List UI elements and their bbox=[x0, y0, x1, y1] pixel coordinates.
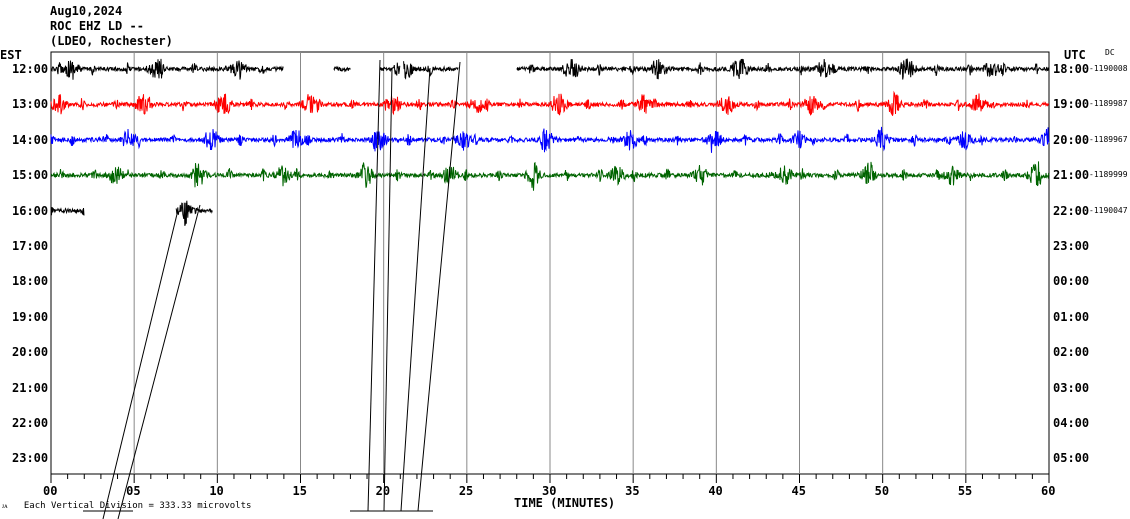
x-tick-label: 35 bbox=[625, 484, 640, 498]
row-utc-label: 04:00 bbox=[1053, 416, 1090, 430]
x-tick-label: 15 bbox=[292, 484, 307, 498]
row-est-label: 13:00 bbox=[12, 97, 49, 112]
trace-segment bbox=[50, 161, 1050, 191]
row-dc-value: -1189967 bbox=[1089, 134, 1128, 144]
est-label: EST bbox=[0, 48, 22, 62]
row-utc-label: 01:00 bbox=[1053, 309, 1090, 324]
trace-segment bbox=[50, 90, 1049, 116]
row-utc-label: 23:00 bbox=[1053, 239, 1090, 253]
row-utc-label: 03:00 bbox=[1053, 380, 1090, 395]
row-est-label: 12:00 bbox=[12, 62, 49, 76]
x-tick-label: 20 bbox=[375, 484, 391, 498]
trace-segment bbox=[50, 58, 284, 80]
row-est-label: 16:00 bbox=[12, 203, 49, 218]
glitch-line bbox=[102, 209, 179, 519]
trace-segment bbox=[516, 58, 1050, 80]
station-label: ROC EHZ LD -- bbox=[50, 19, 144, 33]
row-est-label: 21:00 bbox=[12, 380, 49, 395]
glitch-line bbox=[383, 67, 393, 512]
trace-segment bbox=[333, 65, 351, 73]
x-tick-label: 25 bbox=[458, 484, 474, 498]
x-tick-label: 50 bbox=[874, 484, 890, 498]
row-est-label: 17:00 bbox=[12, 239, 49, 253]
glitch-line bbox=[417, 61, 461, 512]
x-axis-title: TIME (MINUTES) bbox=[514, 496, 616, 510]
x-tick-label: 45 bbox=[791, 484, 806, 498]
x-tick-label: 00 bbox=[43, 484, 58, 498]
x-tick-label: 40 bbox=[708, 484, 723, 498]
row-dc-value: -1190047 bbox=[1089, 205, 1128, 215]
date-label: Aug10,2024 bbox=[50, 4, 123, 18]
utc-label: UTC bbox=[1064, 48, 1086, 62]
x-tick-label: 30 bbox=[542, 484, 557, 498]
row-dc-value: -1189999 bbox=[1089, 170, 1128, 180]
glitch-line bbox=[400, 67, 431, 512]
x-tick-label: 60 bbox=[1041, 484, 1056, 498]
row-dc-value: -1189987 bbox=[1089, 99, 1128, 109]
row-est-label: 14:00 bbox=[12, 132, 49, 147]
row-utc-label: 21:00 bbox=[1053, 168, 1090, 183]
row-est-label: 18:00 bbox=[12, 274, 49, 289]
row-est-label: 22:00 bbox=[12, 416, 49, 430]
trace-segment bbox=[175, 200, 213, 226]
scale-note: ᴊᴀ Each Vertical Division = 333.33 micro… bbox=[2, 501, 252, 511]
x-tick-label: 10 bbox=[209, 484, 224, 498]
row-utc-label: 22:00 bbox=[1053, 203, 1090, 218]
row-utc-label: 02:00 bbox=[1053, 345, 1090, 360]
row-utc-label: 05:00 bbox=[1053, 451, 1090, 466]
row-utc-label: 19:00 bbox=[1053, 97, 1090, 112]
trace-segment bbox=[50, 126, 1050, 153]
row-utc-label: 00:00 bbox=[1053, 274, 1090, 289]
row-est-label: 15:00 bbox=[12, 168, 49, 183]
network-label: (LDEO, Rochester) bbox=[50, 34, 173, 48]
trace-segment bbox=[403, 61, 459, 80]
row-utc-label: 18:00 bbox=[1053, 62, 1090, 76]
row-est-label: 19:00 bbox=[12, 309, 49, 324]
row-est-label: 20:00 bbox=[12, 345, 49, 360]
row-est-label: 23:00 bbox=[12, 451, 49, 466]
dc-label: DC bbox=[1105, 48, 1115, 57]
row-dc-value: -1190008 bbox=[1089, 64, 1128, 73]
x-tick-label: 05 bbox=[126, 484, 141, 498]
trace-segment bbox=[50, 206, 85, 216]
glitch-line bbox=[367, 59, 381, 512]
glitch-line bbox=[117, 204, 201, 519]
x-tick-label: 55 bbox=[957, 484, 973, 498]
trace-segment bbox=[379, 62, 401, 76]
row-utc-label: 20:00 bbox=[1053, 132, 1090, 147]
